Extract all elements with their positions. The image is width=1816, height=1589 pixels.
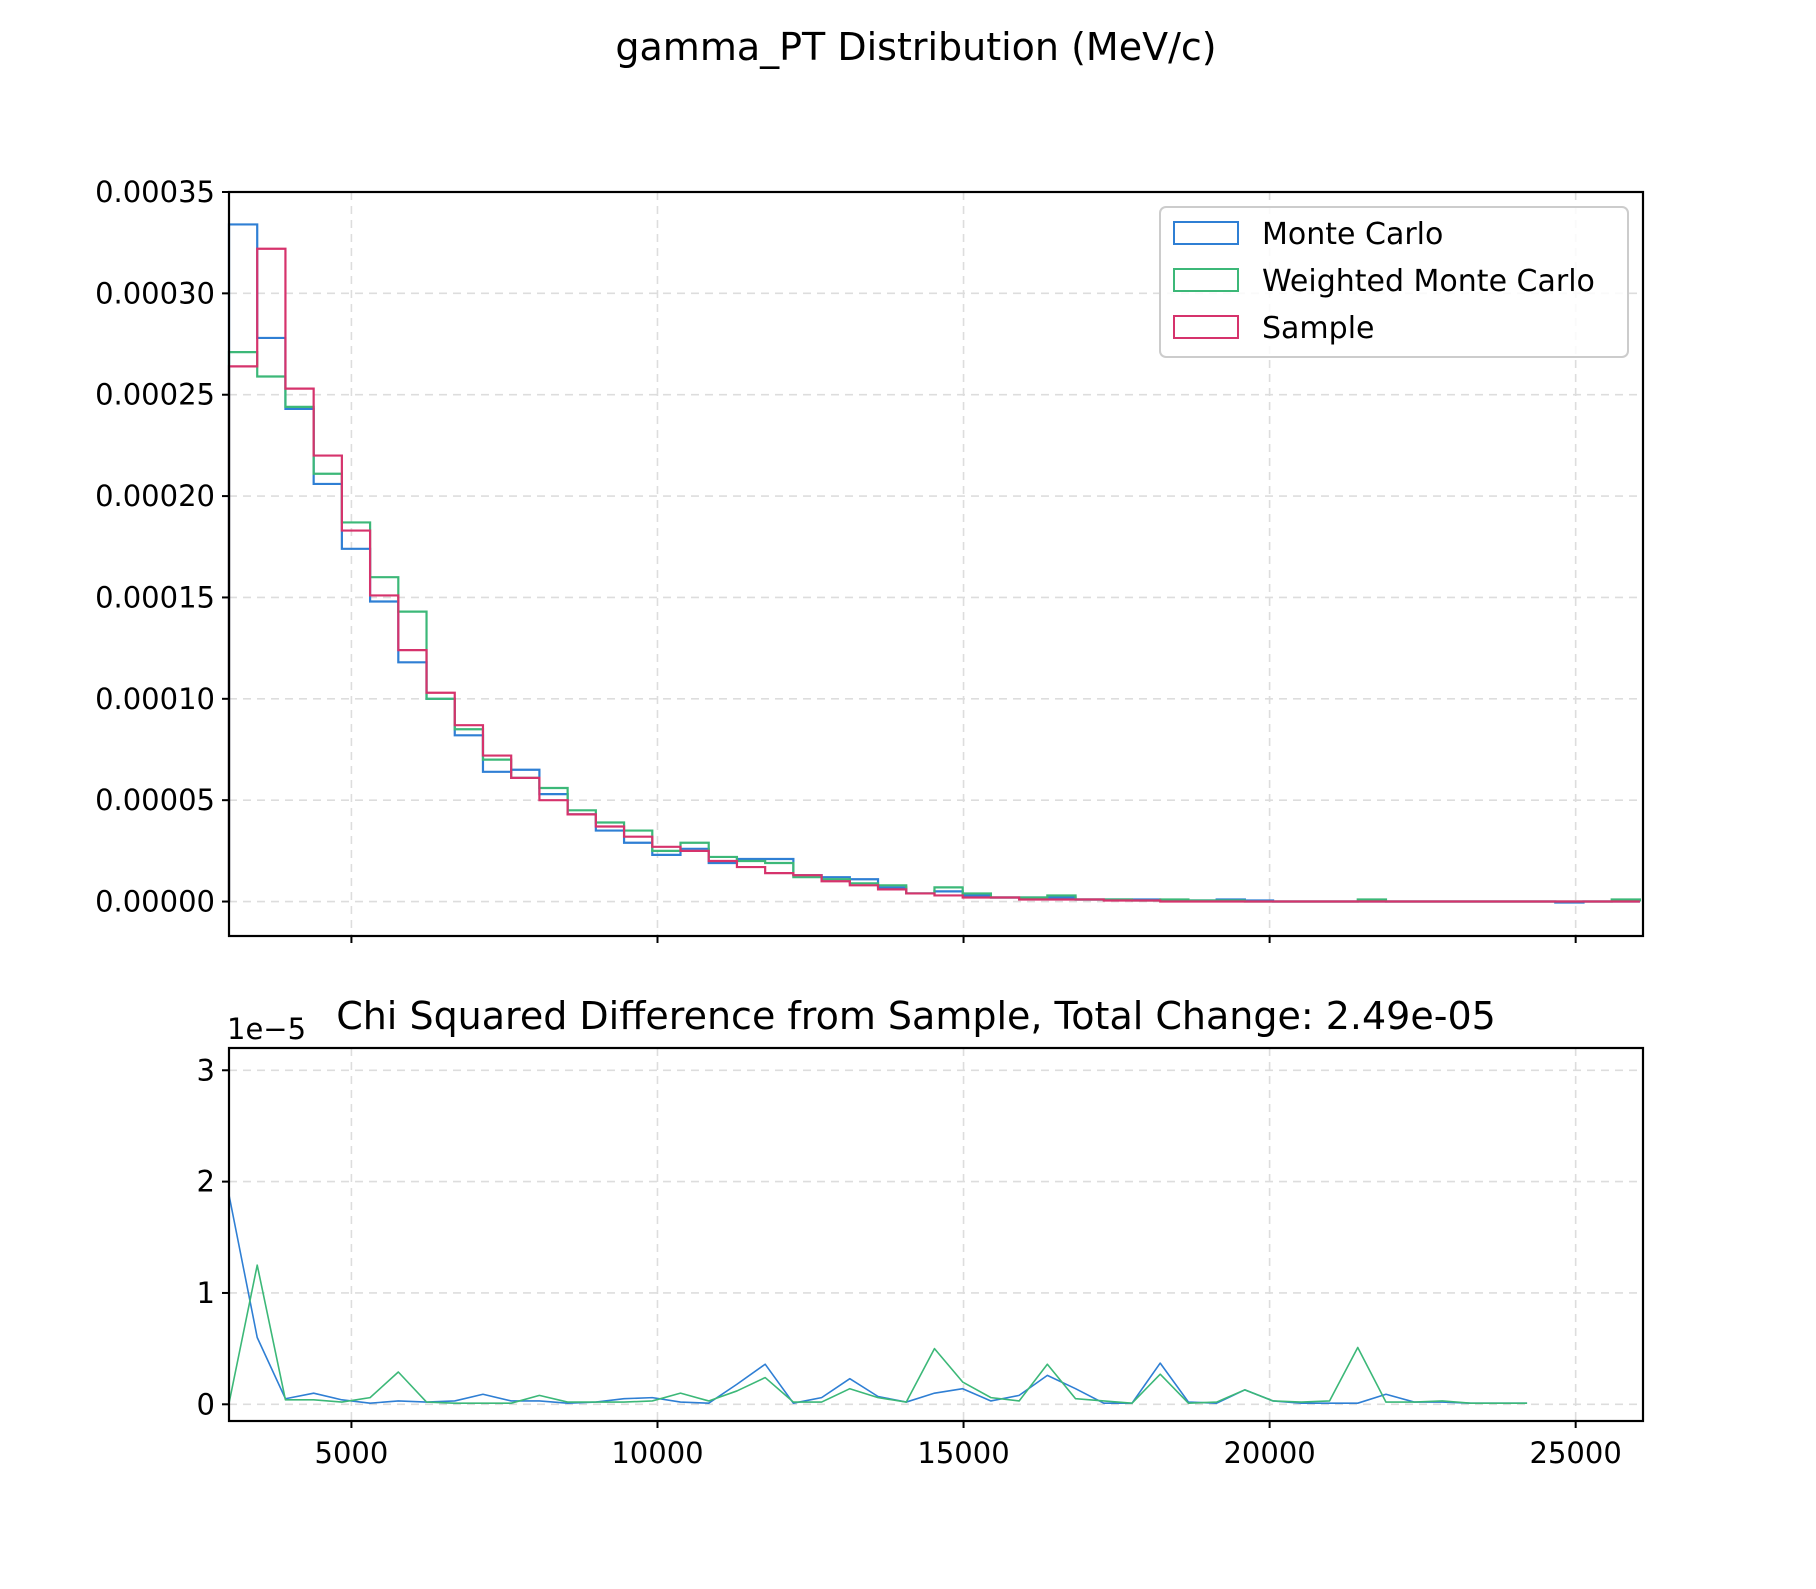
top-y-tick-label-6: 0.00030 [95,276,215,310]
chi-squared-panel: Chi Squared Difference from Sample, Tota… [197,994,1645,1470]
legend-swatch-weighted-monte-carlo [1173,268,1239,292]
top-y-tick-label-4: 0.00020 [95,479,215,513]
bottom-y-tick-label-0: 0 [197,1387,215,1421]
bottom-y-tick-label-2: 2 [197,1165,215,1199]
bottom-x-ticks: 5000 10000 15000 20000 25000 [315,1421,1622,1470]
top-series [227,223,1642,904]
main-title: gamma_PT Distribution (MeV/c) [615,25,1216,69]
histogram-panel: 0.00000 0.00005 0.00010 0.00015 0.00020 0.000… [95,175,1645,943]
bottom-axes-frame [227,1046,1645,1423]
y-offset-label: 1e−5 [227,1012,306,1046]
top-axes-frame [227,190,1645,938]
legend-label-monte-carlo: Monte Carlo [1262,217,1443,252]
bottom-y-tick-label-1: 1 [197,1276,215,1310]
legend-swatch-sample [1173,315,1239,339]
legend-label-weighted-monte-carlo: Weighted Monte Carlo [1262,264,1595,299]
bottom-series [228,1194,1528,1404]
bottom-y-tick-label-3: 3 [197,1053,215,1087]
bottom-y-ticks: 0 1 2 3 [197,1053,229,1421]
chi-squared-title: Chi Squared Difference from Sample, Tota… [336,994,1496,1038]
top-y-tick-label-2: 0.00010 [95,682,215,716]
bottom-grid [229,1048,1643,1421]
chi-squared-line-0 [228,1194,1528,1404]
x-tick-label-10000: 10000 [611,1436,703,1470]
top-y-ticks: 0.00000 0.00005 0.00010 0.00015 0.00020 0.000… [95,175,1577,943]
top-y-tick-label-3: 0.00015 [95,580,215,614]
x-tick-label-25000: 25000 [1530,1436,1622,1470]
x-tick-label-5000: 5000 [315,1436,389,1470]
legend: Monte Carlo Weighted Monte Carlo Sample [1159,206,1629,358]
x-tick-label-15000: 15000 [917,1436,1009,1470]
top-y-tick-label-7: 0.00035 [95,175,215,209]
top-y-tick-label-5: 0.00025 [95,378,215,412]
top-y-tick-label-1: 0.00005 [95,783,215,817]
top-y-tick-label-0: 0.00000 [95,885,215,919]
legend-label-sample: Sample [1262,311,1375,346]
x-tick-label-20000: 20000 [1223,1436,1315,1470]
histogram-series-sample [227,247,1640,903]
legend-box [1159,206,1629,358]
legend-swatch-monte-carlo [1173,221,1239,245]
chi-squared-line-1 [228,1264,1528,1404]
